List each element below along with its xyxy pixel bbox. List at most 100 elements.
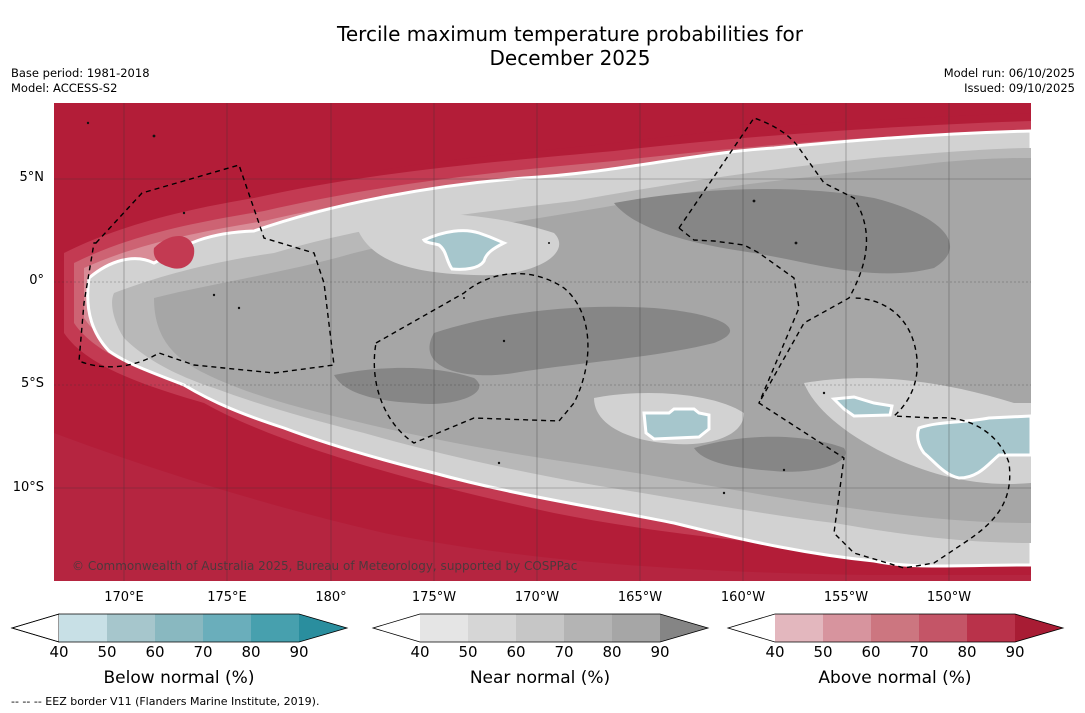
island-dot <box>548 242 550 244</box>
island-dot <box>722 491 726 495</box>
lon-label-170e: 170°E <box>104 590 144 605</box>
colorbar-below-extend-low <box>10 613 60 643</box>
eez-border-line-islands-inner <box>678 227 800 404</box>
above-normal-blob <box>153 235 195 269</box>
colorbar-below-title: Below normal (%) <box>103 668 255 688</box>
lat-label-0: 0° <box>29 273 44 288</box>
model-run: Model run: 06/10/2025 <box>943 66 1075 80</box>
cb-above-tick-40: 40 <box>765 643 785 661</box>
base-period: Base period: 1981-2018 <box>11 66 150 80</box>
cb-near-tick-90: 90 <box>650 643 670 661</box>
cb-near-tick-50: 50 <box>458 643 478 661</box>
colorbars <box>10 613 1065 643</box>
lon-label-170w: 170°W <box>514 590 560 605</box>
colorbar-near-extend-low <box>373 614 420 642</box>
island-dot <box>152 134 156 138</box>
meta-left: Base period: 1981-2018 Model: ACCESS-S2 <box>11 66 150 96</box>
title-line-2: December 2025 <box>489 46 651 70</box>
eez-border-line-islands <box>678 117 1011 569</box>
colorbar-near-title: Near normal (%) <box>469 668 611 688</box>
lon-label-175e: 175°E <box>207 590 247 605</box>
cb-below-tick-60: 60 <box>145 643 165 661</box>
lon-label-150w: 150°W <box>926 590 972 605</box>
colorbar-above-swatch-5 <box>967 614 1015 642</box>
island-dot <box>822 391 826 395</box>
lat-label-5s: 5°S <box>20 376 44 391</box>
cb-below-tick-70: 70 <box>193 643 213 661</box>
colorbar-below-extend-high <box>299 614 347 642</box>
eez-footnote: -- -- -- EEZ border V11 (Flanders Marine… <box>11 695 320 708</box>
island-dot <box>237 306 241 310</box>
colorbar-above-normal <box>726 613 1065 643</box>
colorbar-above-swatch-4 <box>919 614 967 642</box>
island-dot <box>794 241 798 245</box>
graticule <box>54 103 1031 581</box>
island-dot <box>502 339 506 343</box>
colorbar-near-extend-high <box>660 614 708 642</box>
below-normal-patch-1 <box>421 229 508 271</box>
cb-near-tick-70: 70 <box>554 643 574 661</box>
near-normal-dark-patch-3 <box>334 367 480 404</box>
island-dot <box>212 293 216 297</box>
cb-below-tick-80: 80 <box>241 643 261 661</box>
lon-label-175w: 175°W <box>411 590 457 605</box>
colorbar-near-outline <box>371 613 710 643</box>
colorbar-near-swatch-5 <box>612 614 660 642</box>
cb-near-tick-40: 40 <box>410 643 430 661</box>
colorbar-near-normal <box>371 613 710 643</box>
colorbar-above-swatch-1 <box>775 614 823 642</box>
cb-above-tick-90: 90 <box>1005 643 1025 661</box>
cb-below-tick-40: 40 <box>49 643 69 661</box>
island-dot <box>182 211 186 215</box>
chart-title: Tercile maximum temperature probabilitie… <box>0 22 1085 70</box>
lon-label-155w: 155°W <box>823 590 869 605</box>
eez-border-tokelau <box>373 272 589 444</box>
cb-above-tick-60: 60 <box>861 643 881 661</box>
colorbar-near-swatch-3 <box>516 614 564 642</box>
lon-label-165w: 165°W <box>617 590 663 605</box>
colorbar-below-swatch-2 <box>107 614 155 642</box>
colorbar-below-swatch-3 <box>155 614 203 642</box>
colorbar-below-swatch-1 <box>59 614 107 642</box>
colorbar-above-title: Above normal (%) <box>818 668 972 688</box>
cb-above-tick-70: 70 <box>909 643 929 661</box>
islands <box>86 121 826 495</box>
above-normal-south-dark <box>54 433 1031 581</box>
copyright-text: © Commonwealth of Australia 2025, Bureau… <box>72 559 578 573</box>
issued-date: Issued: 09/10/2025 <box>964 81 1075 95</box>
below-normal-patch-3 <box>830 395 894 418</box>
island-dot <box>782 468 786 472</box>
title-line-1: Tercile maximum temperature probabilitie… <box>337 22 803 46</box>
probability-map <box>54 103 1031 581</box>
colorbar-below-normal <box>10 613 349 643</box>
colorbar-above-swatch-2 <box>823 614 871 642</box>
cb-above-tick-80: 80 <box>957 643 977 661</box>
colorbar-near-swatch-4 <box>564 614 612 642</box>
cb-near-tick-60: 60 <box>506 643 526 661</box>
colorbar-above-extend-high <box>1015 614 1063 642</box>
below-normal-patch-2 <box>642 407 711 441</box>
cb-near-tick-80: 80 <box>602 643 622 661</box>
eez-borders <box>78 117 1011 569</box>
island-dot <box>463 297 465 299</box>
cb-above-tick-50: 50 <box>813 643 833 661</box>
colorbar-near-swatch-2 <box>468 614 516 642</box>
island-dot <box>497 461 501 465</box>
lat-label-10s: 10°S <box>12 480 44 495</box>
lon-label-180: 180° <box>315 590 347 605</box>
meta-right: Model run: 06/10/2025 Issued: 09/10/2025 <box>944 66 1075 96</box>
colorbar-near-swatch-1 <box>420 614 468 642</box>
colorbar-above-outline <box>726 613 1065 643</box>
colorbar-below-outline <box>10 613 349 643</box>
colorbar-below-swatch-4 <box>203 614 251 642</box>
colorbar-above-swatch-3 <box>871 614 919 642</box>
island-dot <box>752 199 756 203</box>
near-normal-dark-patch-2 <box>429 306 731 376</box>
cb-below-tick-90: 90 <box>289 643 309 661</box>
model-name: Model: ACCESS-S2 <box>11 81 118 95</box>
island-dot <box>86 121 90 125</box>
below-normal-patch-4 <box>916 414 1031 480</box>
colorbar-below-swatch-5 <box>251 614 299 642</box>
eez-border-kiribati-gilbert <box>78 164 335 374</box>
above-normal-north-dark <box>54 103 1031 263</box>
